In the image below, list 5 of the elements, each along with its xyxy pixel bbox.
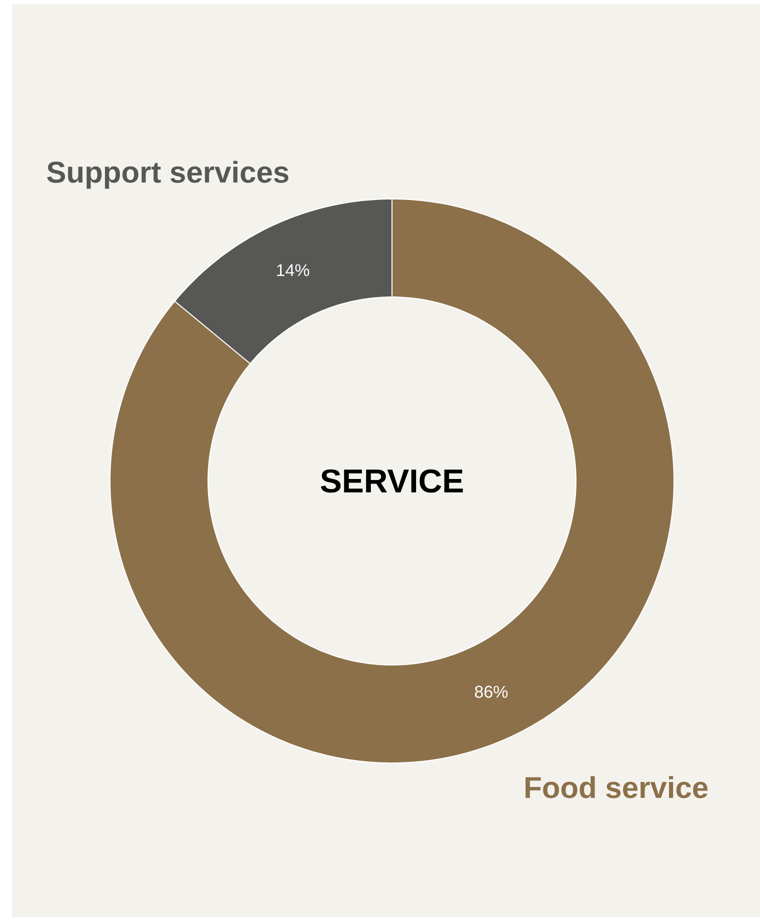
data-label: 86%	[474, 686, 508, 698]
slice-label: Support services	[47, 160, 288, 189]
text: SERVICE	[320, 469, 463, 493]
data-label: 14%	[277, 264, 310, 276]
slice-label: Food service	[526, 776, 708, 798]
